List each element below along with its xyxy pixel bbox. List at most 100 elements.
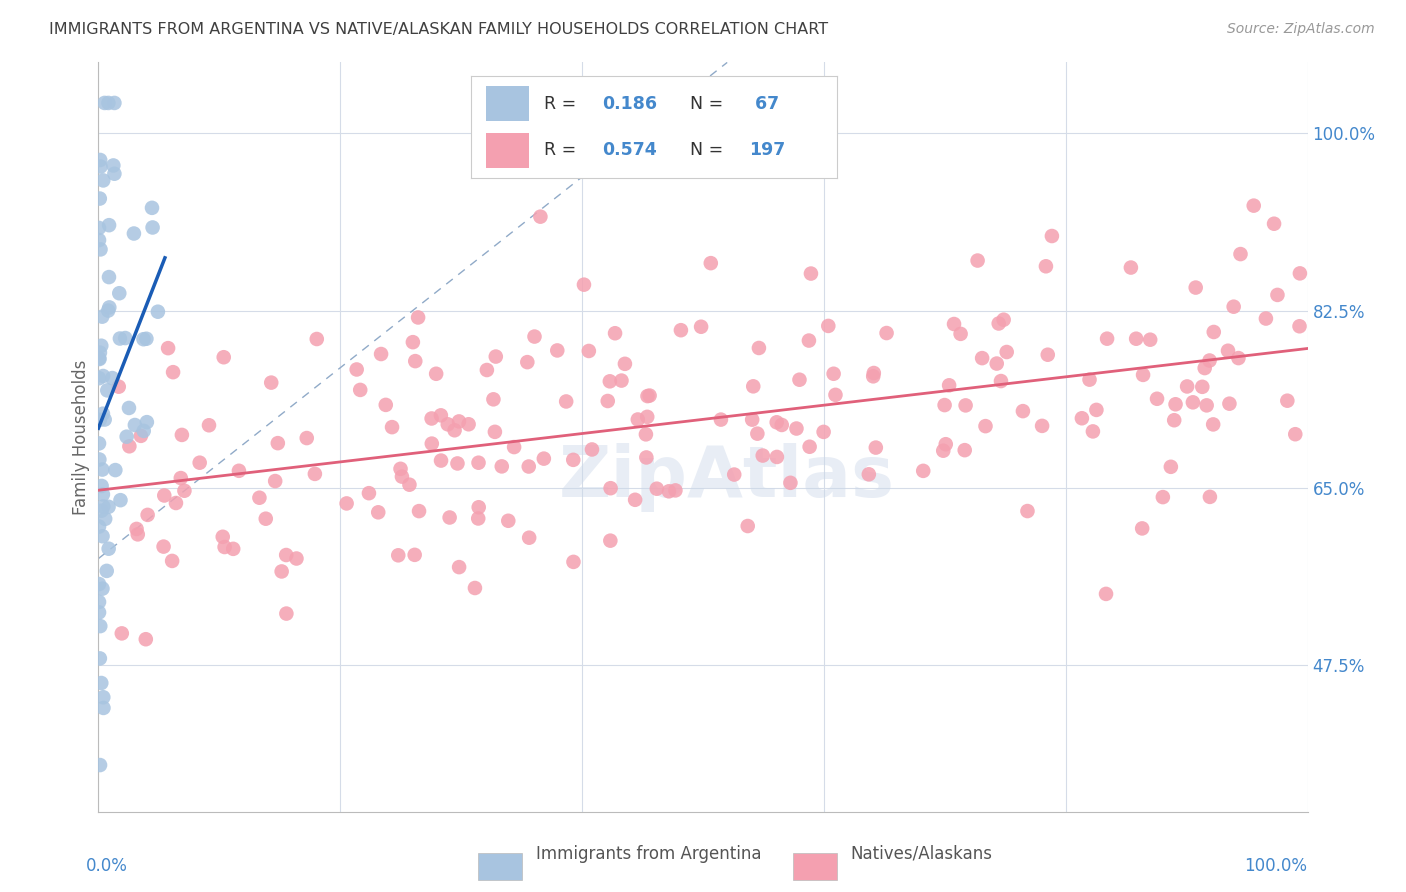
Point xyxy=(430,409,453,423)
Point xyxy=(389,462,412,476)
Point xyxy=(87,371,110,385)
Point xyxy=(1125,332,1147,346)
Point xyxy=(404,354,426,368)
Point xyxy=(987,317,1010,331)
Point xyxy=(406,310,429,325)
Point xyxy=(98,301,121,315)
Point xyxy=(1132,368,1154,382)
Point xyxy=(572,277,595,292)
Point xyxy=(443,423,465,437)
Point xyxy=(132,332,155,346)
Point xyxy=(741,412,763,426)
Point xyxy=(1243,199,1265,213)
Text: N =: N = xyxy=(690,95,730,112)
Point xyxy=(797,334,820,348)
Point xyxy=(858,467,880,482)
Point xyxy=(529,210,551,224)
Point xyxy=(817,318,839,333)
Point xyxy=(285,551,308,566)
Point xyxy=(305,332,328,346)
Point xyxy=(1095,587,1118,601)
Point xyxy=(603,326,626,341)
Point xyxy=(1085,403,1108,417)
Point xyxy=(1040,229,1063,244)
Point xyxy=(439,510,461,524)
Point xyxy=(710,412,733,426)
Point xyxy=(610,374,633,388)
Point xyxy=(270,565,292,579)
Point xyxy=(152,540,174,554)
Point xyxy=(404,548,426,562)
Point xyxy=(370,347,392,361)
Point xyxy=(93,412,115,426)
Point xyxy=(90,676,112,690)
Point xyxy=(129,429,152,443)
Point xyxy=(93,95,115,110)
Point xyxy=(188,456,211,470)
Point xyxy=(87,351,110,366)
Point xyxy=(742,379,765,393)
FancyBboxPatch shape xyxy=(478,853,522,880)
Point xyxy=(1160,459,1182,474)
Point xyxy=(938,378,960,392)
Point xyxy=(449,560,471,574)
Point xyxy=(491,459,513,474)
Point xyxy=(141,201,163,215)
Point xyxy=(122,227,145,241)
Point xyxy=(862,369,884,384)
Point xyxy=(613,357,636,371)
Point xyxy=(482,392,505,407)
Point xyxy=(87,233,110,247)
Point xyxy=(91,500,114,514)
Point xyxy=(346,362,368,376)
Text: 0.0%: 0.0% xyxy=(86,857,128,875)
Text: N =: N = xyxy=(690,141,730,159)
Point xyxy=(737,519,759,533)
Point xyxy=(562,555,585,569)
Text: Source: ZipAtlas.com: Source: ZipAtlas.com xyxy=(1227,22,1375,37)
Point xyxy=(96,384,118,398)
Point xyxy=(974,419,997,434)
Point xyxy=(949,326,972,341)
Point xyxy=(398,477,420,491)
Point xyxy=(1139,333,1161,347)
Point xyxy=(89,758,111,772)
Point xyxy=(160,554,183,568)
Point xyxy=(1227,351,1250,365)
Point xyxy=(993,312,1015,326)
Point xyxy=(420,436,443,450)
Point xyxy=(467,500,489,515)
Point xyxy=(91,407,114,421)
Point xyxy=(562,453,585,467)
Point xyxy=(634,427,657,442)
Point xyxy=(723,467,745,482)
Point xyxy=(1184,280,1206,294)
Point xyxy=(108,286,131,301)
Point xyxy=(374,398,396,412)
Point xyxy=(125,522,148,536)
Point xyxy=(162,365,184,379)
Point xyxy=(690,319,713,334)
Text: R =: R = xyxy=(544,95,582,112)
Point xyxy=(91,173,114,187)
Point xyxy=(517,459,540,474)
Point xyxy=(1229,247,1251,261)
Point xyxy=(1017,504,1039,518)
Text: ZipAtlas: ZipAtlas xyxy=(560,443,896,512)
Point xyxy=(1202,417,1225,432)
Point xyxy=(1078,373,1101,387)
Point xyxy=(96,564,118,578)
Point xyxy=(118,401,141,415)
Point xyxy=(1031,418,1053,433)
Point xyxy=(748,341,770,355)
Point xyxy=(115,430,138,444)
Point xyxy=(91,369,114,384)
Point xyxy=(1119,260,1142,275)
Point xyxy=(751,449,773,463)
Point xyxy=(1163,413,1185,427)
Point xyxy=(103,167,125,181)
Point xyxy=(484,425,506,439)
Point xyxy=(420,411,443,425)
Point xyxy=(1288,319,1310,334)
Point xyxy=(295,431,318,445)
